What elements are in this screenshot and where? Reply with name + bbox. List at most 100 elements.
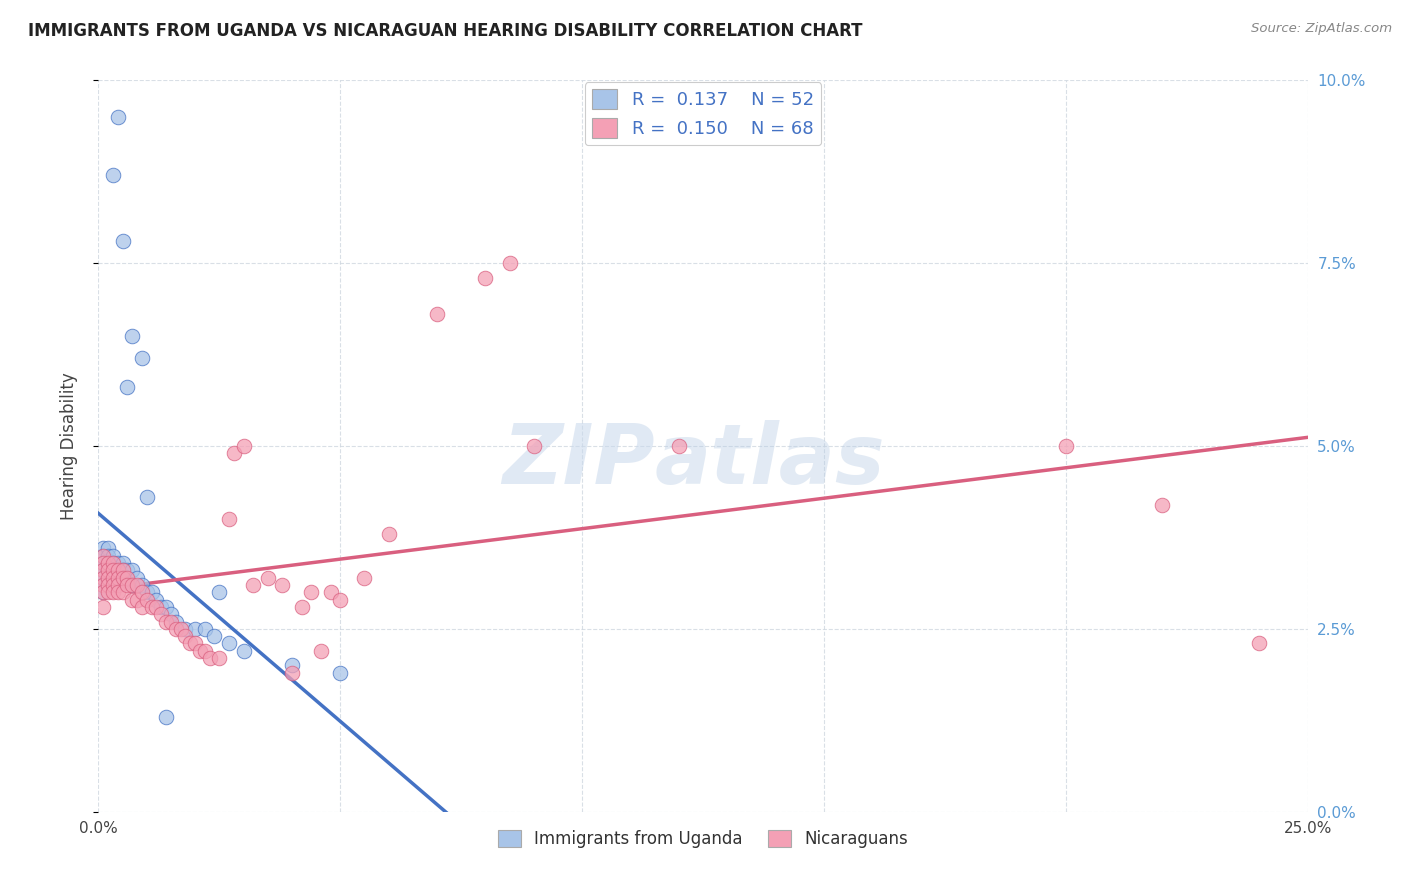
Point (141, 599, 163, 614)
Point (198, 651, 221, 665)
Point (97, 549, 120, 563)
Point (145, 599, 167, 614)
Point (121, 578, 143, 592)
Point (281, 658, 304, 673)
Point (91, 556, 114, 570)
Point (145, 592, 167, 607)
Point (329, 592, 352, 607)
Point (242, 578, 264, 592)
Point (668, 439, 690, 453)
Text: Source: ZipAtlas.com: Source: ZipAtlas.com (1251, 22, 1392, 36)
Point (117, 571, 139, 585)
Point (91, 556, 114, 570)
Point (97, 556, 120, 570)
Point (111, 585, 134, 599)
Point (107, 578, 129, 592)
Point (121, 563, 143, 577)
Text: ZIP: ZIP (502, 420, 655, 501)
Point (91, 585, 114, 599)
Point (97, 578, 120, 592)
Point (1249, 636, 1271, 650)
Point (97, 571, 120, 585)
Point (107, 110, 129, 124)
Point (523, 439, 546, 453)
Point (121, 578, 143, 592)
Point (91, 549, 114, 563)
Point (97, 563, 120, 577)
Point (208, 651, 231, 665)
Point (101, 578, 124, 592)
Point (131, 599, 153, 614)
Point (127, 592, 149, 607)
Point (218, 636, 240, 650)
Point (135, 585, 157, 599)
Point (135, 592, 157, 607)
Point (377, 526, 399, 541)
Point (194, 622, 217, 636)
Point (208, 585, 231, 599)
Point (319, 585, 342, 599)
Point (117, 571, 139, 585)
Point (271, 578, 294, 592)
Point (111, 571, 134, 585)
Point (97, 563, 120, 577)
Point (91, 563, 114, 577)
Point (107, 571, 129, 585)
Point (107, 563, 129, 577)
Point (498, 256, 520, 270)
Point (107, 563, 129, 577)
Point (131, 351, 153, 366)
Point (232, 644, 254, 658)
Point (155, 709, 177, 723)
Point (281, 665, 304, 680)
Point (101, 556, 124, 570)
Point (218, 512, 240, 526)
Point (91, 541, 114, 556)
Point (222, 446, 245, 460)
Point (101, 563, 124, 577)
Point (131, 578, 153, 592)
Point (111, 563, 134, 577)
Point (97, 578, 120, 592)
Point (194, 644, 217, 658)
Point (107, 585, 129, 599)
Point (155, 599, 177, 614)
Point (141, 585, 163, 599)
Point (474, 270, 496, 285)
Point (160, 607, 183, 622)
Point (165, 622, 187, 636)
Point (91, 578, 114, 592)
Point (111, 556, 134, 570)
Point (353, 571, 375, 585)
Point (107, 571, 129, 585)
Point (329, 665, 352, 680)
Point (97, 571, 120, 585)
Point (91, 571, 114, 585)
Point (101, 563, 124, 577)
Point (91, 585, 114, 599)
Point (117, 380, 139, 394)
Point (127, 571, 149, 585)
Point (101, 169, 124, 183)
Point (1152, 498, 1174, 512)
Point (174, 629, 197, 643)
Y-axis label: Hearing Disability: Hearing Disability (59, 372, 77, 520)
Point (131, 585, 153, 599)
Point (121, 592, 143, 607)
Point (184, 636, 207, 650)
Point (101, 585, 124, 599)
Point (91, 599, 114, 614)
Point (426, 307, 449, 321)
Text: atlas: atlas (655, 420, 886, 501)
Point (91, 571, 114, 585)
Point (107, 556, 129, 570)
Point (101, 556, 124, 570)
Point (111, 563, 134, 577)
Point (174, 622, 197, 636)
Point (155, 615, 177, 629)
Point (1054, 439, 1077, 453)
Point (165, 615, 187, 629)
Point (290, 599, 312, 614)
Point (111, 234, 134, 248)
Point (299, 585, 322, 599)
